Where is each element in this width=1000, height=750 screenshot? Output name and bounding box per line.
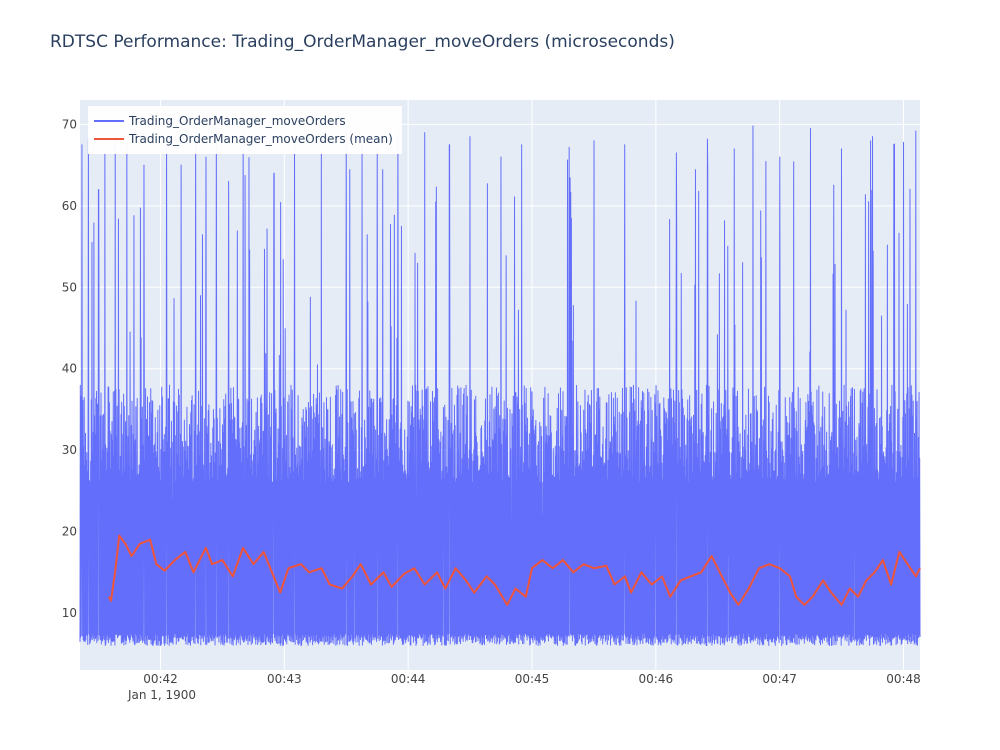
x-tick-label: 00:46	[639, 672, 674, 686]
series-raw[interactable]	[79, 125, 921, 647]
x-tick-label: 00:45	[515, 672, 550, 686]
y-axis-ticks: 10 20 30 40 50 60 70	[62, 117, 77, 620]
legend-label-raw[interactable]: Trading_OrderManager_moveOrders	[128, 114, 346, 128]
series-raw-line[interactable]	[79, 125, 921, 647]
x-date-label: Jan 1, 1900	[127, 688, 196, 702]
y-tick-label: 10	[62, 606, 77, 620]
y-tick-label: 60	[62, 199, 77, 213]
legend-label-mean[interactable]: Trading_OrderManager_moveOrders (mean)	[128, 132, 393, 146]
x-tick-label: 00:43	[267, 672, 302, 686]
series-mean-line[interactable]	[107, 534, 921, 606]
y-tick-label: 70	[62, 117, 77, 131]
legend[interactable]: Trading_OrderManager_moveOrders Trading_…	[88, 106, 402, 154]
x-tick-label: 00:42	[143, 672, 178, 686]
y-tick-label: 40	[62, 362, 77, 376]
series-mean[interactable]	[107, 534, 921, 606]
y-tick-label: 30	[62, 443, 77, 457]
legend-box	[88, 106, 402, 154]
x-tick-label: 00:44	[391, 672, 426, 686]
x-tick-label: 00:48	[886, 672, 921, 686]
y-tick-label: 50	[62, 280, 77, 294]
y-tick-label: 20	[62, 525, 77, 539]
x-tick-label: 00:47	[762, 672, 797, 686]
x-axis-ticks: 00:42 00:43 00:44 00:45 00:46 00:47 00:48	[143, 672, 921, 686]
chart-title: RDTSC Performance: Trading_OrderManager_…	[50, 32, 675, 52]
